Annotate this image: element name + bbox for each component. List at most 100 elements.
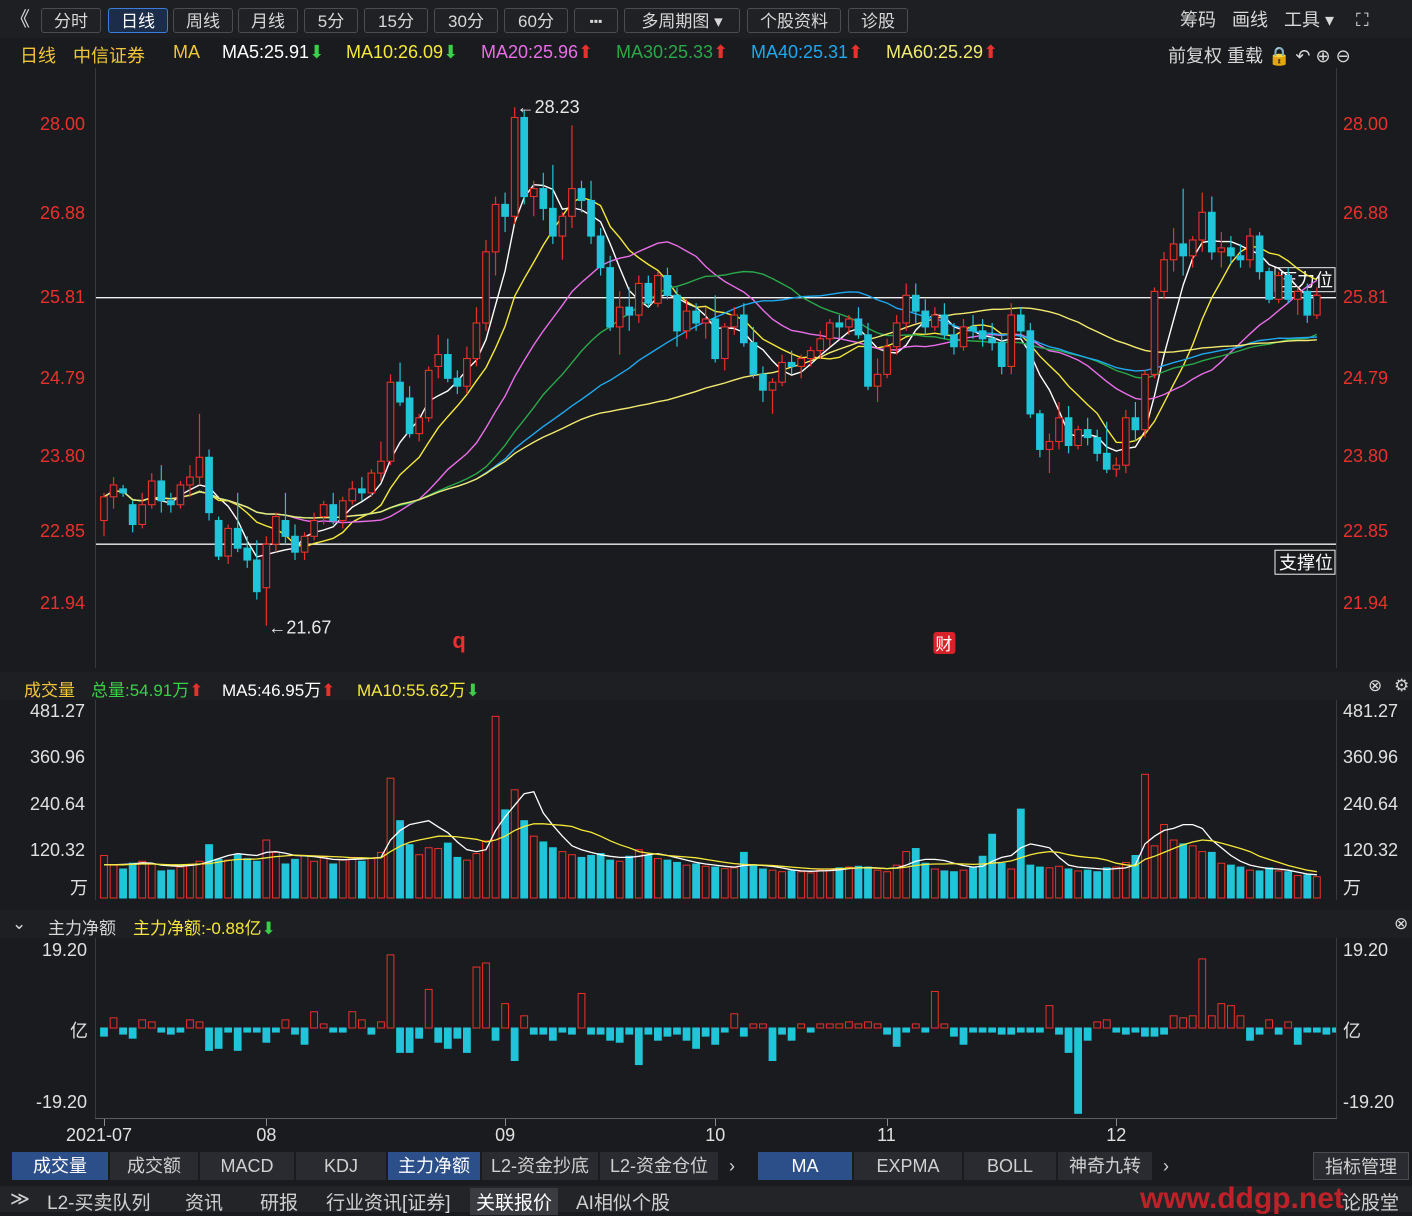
volume-bar — [1236, 866, 1245, 899]
flow-panel — [95, 938, 1337, 1118]
price-tick-right: 25.81 — [1343, 287, 1389, 308]
candle-body — [845, 318, 853, 328]
collapse-icon[interactable]: ⌄ — [12, 914, 27, 933]
candle-body — [329, 504, 338, 522]
flow-bar — [1227, 1005, 1235, 1029]
candle-body — [1293, 290, 1302, 300]
flow-bar — [1102, 1019, 1111, 1029]
candle-body — [1007, 314, 1016, 367]
volume-total: 总量:54.91万⬆ — [91, 681, 204, 700]
flow-bar — [1198, 958, 1207, 1029]
flow-bar — [138, 1019, 147, 1029]
tab-daily[interactable]: 日线 — [108, 8, 168, 33]
footer-order-queue[interactable]: L2-买卖队列 — [47, 1193, 151, 1214]
level-label: 支撑位 — [1279, 553, 1333, 573]
flow-bar — [692, 1027, 701, 1049]
more-periods-button[interactable]: ▪▪▪ — [574, 8, 618, 33]
volume-bar — [911, 848, 920, 899]
tab-60min[interactable]: 60分 — [504, 8, 568, 33]
flow-bar — [845, 1021, 853, 1029]
volume-bar — [1312, 876, 1321, 899]
flow-bar — [1083, 1027, 1092, 1041]
volume-bar — [1207, 851, 1216, 899]
volume-bar — [1016, 808, 1025, 899]
volume-bar — [1007, 868, 1016, 899]
volume-bar — [797, 871, 806, 899]
footer-forum[interactable]: 论股堂 — [1342, 1193, 1400, 1214]
candle-body — [778, 361, 786, 383]
candle-body — [1055, 417, 1063, 443]
tab-monthly[interactable]: 月线 — [238, 8, 298, 33]
tab-l2-bottom[interactable]: L2-资金抄底 — [482, 1152, 598, 1180]
ma20-line — [103, 241, 1318, 524]
more-tabs-icon[interactable]: › — [1163, 1156, 1169, 1176]
volume-bar — [930, 868, 939, 899]
candle-body — [568, 188, 576, 217]
candle-body — [405, 397, 414, 435]
candle-body — [1064, 417, 1073, 446]
ma40-value: MA40:25.31⬆ — [751, 42, 864, 62]
flow-bar — [119, 1027, 128, 1035]
flow-bar — [988, 1027, 997, 1033]
flow-bar — [634, 1027, 643, 1066]
footer-news[interactable]: 资讯 — [185, 1193, 224, 1214]
volume-chart[interactable] — [96, 700, 1336, 900]
draw-button[interactable]: 画线 — [1232, 10, 1268, 30]
flow-chart[interactable] — [96, 938, 1336, 1118]
gear-icon[interactable]: ⚙ — [1394, 676, 1410, 695]
stock-info-button[interactable]: 个股资料 — [747, 8, 841, 33]
price-tick-left: 24.79 — [40, 368, 86, 389]
price-tick-right: 28.00 — [1343, 114, 1389, 135]
fullscreen-icon[interactable]: ⛶ — [1356, 10, 1369, 30]
expand-icon[interactable]: ≫ — [10, 1189, 30, 1210]
indicator-manage-button[interactable]: 指标管理 — [1313, 1152, 1409, 1180]
candle-body — [176, 484, 185, 506]
flow-bar — [262, 1027, 271, 1043]
close-icon[interactable]: ⊗ — [1368, 676, 1383, 695]
volume-bar — [281, 863, 290, 899]
volume-bar — [940, 870, 949, 899]
tab-l2-position[interactable]: L2-资金仓位 — [600, 1152, 718, 1180]
flow-bar — [806, 1027, 815, 1033]
footer-research[interactable]: 研报 — [260, 1193, 299, 1214]
tab-magic-nine[interactable]: 神奇九转 — [1058, 1152, 1152, 1180]
tab-minute[interactable]: 分时 — [41, 8, 101, 33]
tab-boll[interactable]: BOLL — [964, 1152, 1056, 1180]
tab-turnover[interactable]: 成交额 — [110, 1152, 198, 1180]
footer-related-quotes[interactable]: 关联报价 — [470, 1188, 559, 1215]
flow-bar — [548, 1027, 557, 1041]
tab-weekly[interactable]: 周线 — [173, 8, 233, 33]
candle-body — [1236, 255, 1245, 261]
tab-macd[interactable]: MACD — [200, 1152, 294, 1180]
footer-ai-similar[interactable]: AI相似个股 — [576, 1193, 670, 1214]
tab-30min[interactable]: 30分 — [434, 8, 498, 33]
volume-bar — [778, 871, 786, 899]
volume-bar — [558, 851, 567, 899]
candle-body — [357, 488, 366, 494]
tools-dropdown[interactable]: 工具 ▾ — [1284, 10, 1335, 30]
close-icon[interactable]: ⊗ — [1394, 914, 1409, 933]
more-tabs-icon[interactable]: › — [729, 1156, 735, 1176]
diagnose-button[interactable]: 诊股 — [848, 8, 908, 33]
tab-5min[interactable]: 5分 — [304, 8, 358, 33]
candle-body — [797, 357, 805, 367]
flow-bar — [1332, 1027, 1336, 1033]
adjust-controls[interactable]: 前复权 重载 🔒 ↶ ⊕ ⊖ — [1168, 46, 1351, 66]
back-button[interactable]: 《 — [10, 9, 30, 31]
tab-ma[interactable]: MA — [758, 1152, 852, 1180]
flow-bar — [186, 1019, 194, 1029]
multi-period-dropdown[interactable]: 多周期图 ▾ — [624, 8, 740, 33]
tab-expma[interactable]: EXPMA — [854, 1152, 962, 1180]
tab-15min[interactable]: 15分 — [364, 8, 428, 33]
candle-body — [338, 500, 347, 522]
candle-body — [959, 326, 968, 348]
volume-bar — [233, 854, 242, 899]
volume-bar — [205, 844, 213, 899]
chip-button[interactable]: 筹码 — [1180, 10, 1216, 30]
tab-main-flow[interactable]: 主力净额 — [388, 1152, 480, 1180]
volume-bar — [1093, 871, 1102, 899]
tab-kdj[interactable]: KDJ — [296, 1152, 386, 1180]
footer-industry-news[interactable]: 行业资讯[证券] — [326, 1193, 451, 1214]
tab-volume[interactable]: 成交量 — [12, 1152, 108, 1180]
